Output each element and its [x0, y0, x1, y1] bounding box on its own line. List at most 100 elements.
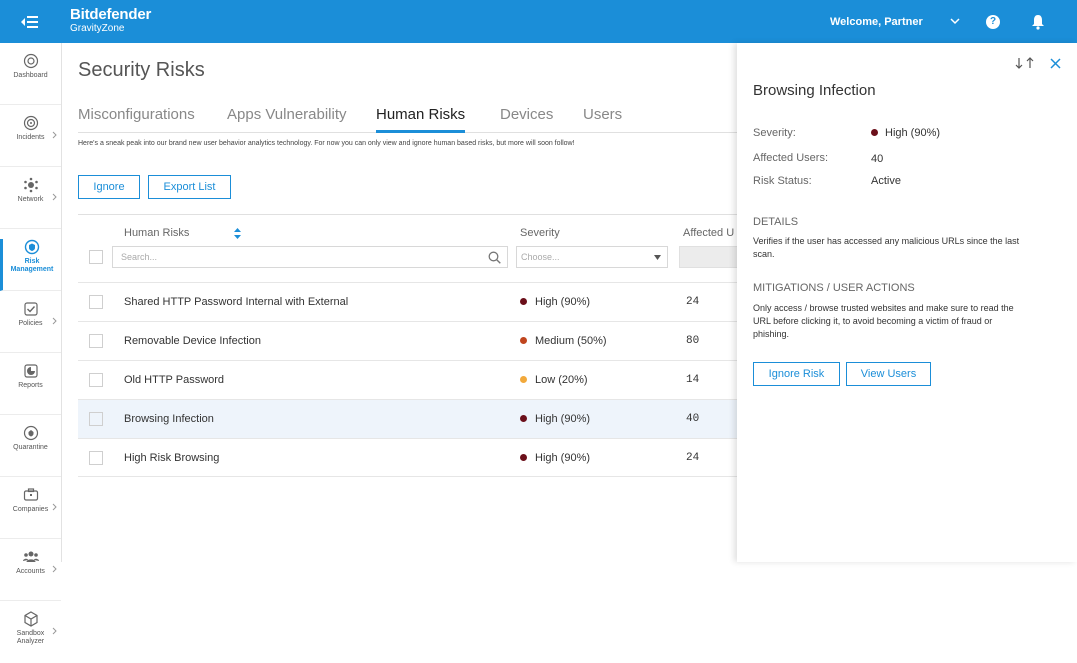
page-title: Security Risks	[78, 59, 205, 81]
panel-title: Browsing Infection	[753, 82, 876, 99]
sidebar-item-label-line2: Management	[10, 266, 54, 273]
help-icon[interactable]: ?	[986, 15, 1000, 29]
tab-users[interactable]: Users	[583, 106, 623, 123]
reports-icon	[23, 364, 38, 378]
sidebar-item-label: Companies	[12, 506, 49, 513]
affected-users-count: 24	[686, 452, 700, 464]
table-body: Shared HTTP Password Internal with Exter…	[78, 282, 738, 477]
bell-icon[interactable]	[1030, 14, 1046, 30]
sidebar-item-accounts[interactable]: Accounts	[0, 549, 61, 601]
sidebar-item-label-line1: Sandbox	[16, 630, 45, 637]
tab-human-risks[interactable]: Human Risks	[376, 106, 466, 133]
chevron-right-icon	[52, 503, 57, 511]
affected-users-label: Affected Users:	[753, 152, 828, 164]
row-checkbox[interactable]	[89, 451, 103, 465]
sidebar-item-label: Dashboard	[13, 72, 48, 79]
dashboard-icon	[23, 53, 38, 69]
chevron-right-icon	[52, 565, 57, 573]
severity-cell: Low (20%)	[520, 374, 588, 386]
sidebar-item-network[interactable]: Network	[0, 177, 61, 229]
table-row-selected[interactable]: Browsing Infection High (90%) 40	[78, 399, 738, 438]
table-row[interactable]: Removable Device Infection Medium (50%) …	[78, 321, 738, 360]
divider	[78, 214, 738, 215]
sort-icon[interactable]	[234, 228, 241, 239]
column-header-human-risks[interactable]: Human Risks	[124, 227, 190, 239]
sidebar: Dashboard Incidents Network Risk Manageme…	[0, 43, 62, 645]
menu-collapse-icon[interactable]	[20, 13, 40, 31]
export-list-button[interactable]: Export List	[148, 175, 231, 199]
severity-dot	[871, 129, 878, 136]
tab-bar: Misconfigurations Apps Vulnerability Hum…	[78, 106, 738, 133]
chevron-down-icon[interactable]	[950, 17, 960, 25]
table-row[interactable]: Shared HTTP Password Internal with Exter…	[78, 282, 738, 321]
row-checkbox[interactable]	[89, 373, 103, 387]
tab-apps-vulnerability[interactable]: Apps Vulnerability	[227, 106, 347, 123]
sidebar-item-policies[interactable]: Policies	[0, 301, 61, 353]
sidebar-item-companies[interactable]: Companies	[0, 487, 61, 539]
sidebar-item-label: Reports	[18, 382, 43, 389]
risk-management-icon	[24, 239, 40, 255]
network-icon	[23, 177, 38, 193]
companies-icon	[23, 488, 38, 501]
severity-filter-select[interactable]: Choose...	[516, 246, 668, 268]
risk-name: Browsing Infection	[124, 413, 214, 425]
severity-dot	[520, 454, 527, 461]
search-input[interactable]	[113, 247, 473, 267]
accounts-icon	[22, 551, 39, 562]
risk-name: High Risk Browsing	[124, 452, 220, 464]
ignore-risk-button[interactable]: Ignore Risk	[753, 362, 840, 386]
sidebar-item-label: Incidents	[16, 134, 45, 141]
tab-devices[interactable]: Devices	[500, 106, 554, 123]
select-all-checkbox[interactable]	[89, 250, 103, 264]
brand-logo[interactable]: Bitdefender GravityZone	[70, 6, 151, 35]
severity-dot	[520, 376, 527, 383]
view-users-button[interactable]: View Users	[846, 362, 931, 386]
sidebar-item-dashboard[interactable]: Dashboard	[0, 53, 61, 105]
severity-cell: High (90%)	[520, 296, 590, 308]
intro-text: Here's a sneak peak into our brand new u…	[78, 140, 575, 147]
sidebar-item-sandbox-analyzer[interactable]: Sandbox Analyzer	[0, 611, 61, 663]
sidebar-item-incidents[interactable]: Incidents	[0, 115, 61, 167]
severity-value: High (90%)	[871, 127, 940, 139]
row-checkbox[interactable]	[89, 295, 103, 309]
sidebar-item-label-line2: Analyzer	[16, 638, 45, 645]
sidebar-item-label: Network	[17, 196, 44, 203]
severity-value: High (90%)	[535, 413, 591, 425]
severity-cell: Medium (50%)	[520, 335, 607, 347]
row-checkbox[interactable]	[89, 412, 103, 426]
search-field	[112, 246, 508, 268]
severity-value: High (90%)	[535, 452, 591, 464]
risk-status-value: Active	[871, 175, 901, 187]
column-header-affected-users[interactable]: Affected U	[683, 227, 735, 239]
row-checkbox[interactable]	[89, 334, 103, 348]
sidebar-item-risk-management[interactable]: Risk Management	[0, 239, 61, 291]
sandbox-icon	[23, 611, 38, 627]
tab-misconfigurations[interactable]: Misconfigurations	[78, 106, 195, 123]
severity-text: High (90%)	[885, 127, 941, 139]
brand-name: Bitdefender	[70, 6, 152, 23]
severity-cell: High (90%)	[520, 452, 590, 464]
main-content: Security Risks Misconfigurations Apps Vu…	[62, 43, 739, 562]
prev-next-arrows-icon[interactable]	[1014, 57, 1036, 69]
risk-name: Old HTTP Password	[124, 374, 225, 386]
risk-name: Shared HTTP Password Internal with Exter…	[124, 296, 349, 308]
close-icon[interactable]	[1050, 58, 1061, 69]
severity-value: Low (20%)	[535, 374, 588, 386]
sidebar-item-quarantine[interactable]: Quarantine	[0, 425, 61, 477]
risk-status-label: Risk Status:	[753, 175, 812, 187]
risk-detail-panel: Browsing Infection Severity: High (90%) …	[737, 43, 1077, 562]
affected-users-count: 40	[686, 413, 700, 425]
table-row[interactable]: Old HTTP Password Low (20%) 14	[78, 360, 738, 399]
chevron-right-icon	[52, 193, 57, 201]
column-header-severity[interactable]: Severity	[520, 227, 560, 239]
policies-icon	[23, 302, 38, 316]
severity-cell: High (90%)	[520, 413, 590, 425]
select-placeholder: Choose...	[521, 252, 560, 262]
search-icon[interactable]	[488, 251, 501, 264]
ignore-button[interactable]: Ignore	[78, 175, 140, 199]
severity-dot	[520, 415, 527, 422]
table-row[interactable]: High Risk Browsing High (90%) 24	[78, 438, 738, 477]
sidebar-item-reports[interactable]: Reports	[0, 363, 61, 415]
affected-users-filter[interactable]	[679, 246, 739, 268]
welcome-user-menu[interactable]: Welcome, Partner	[830, 16, 923, 28]
